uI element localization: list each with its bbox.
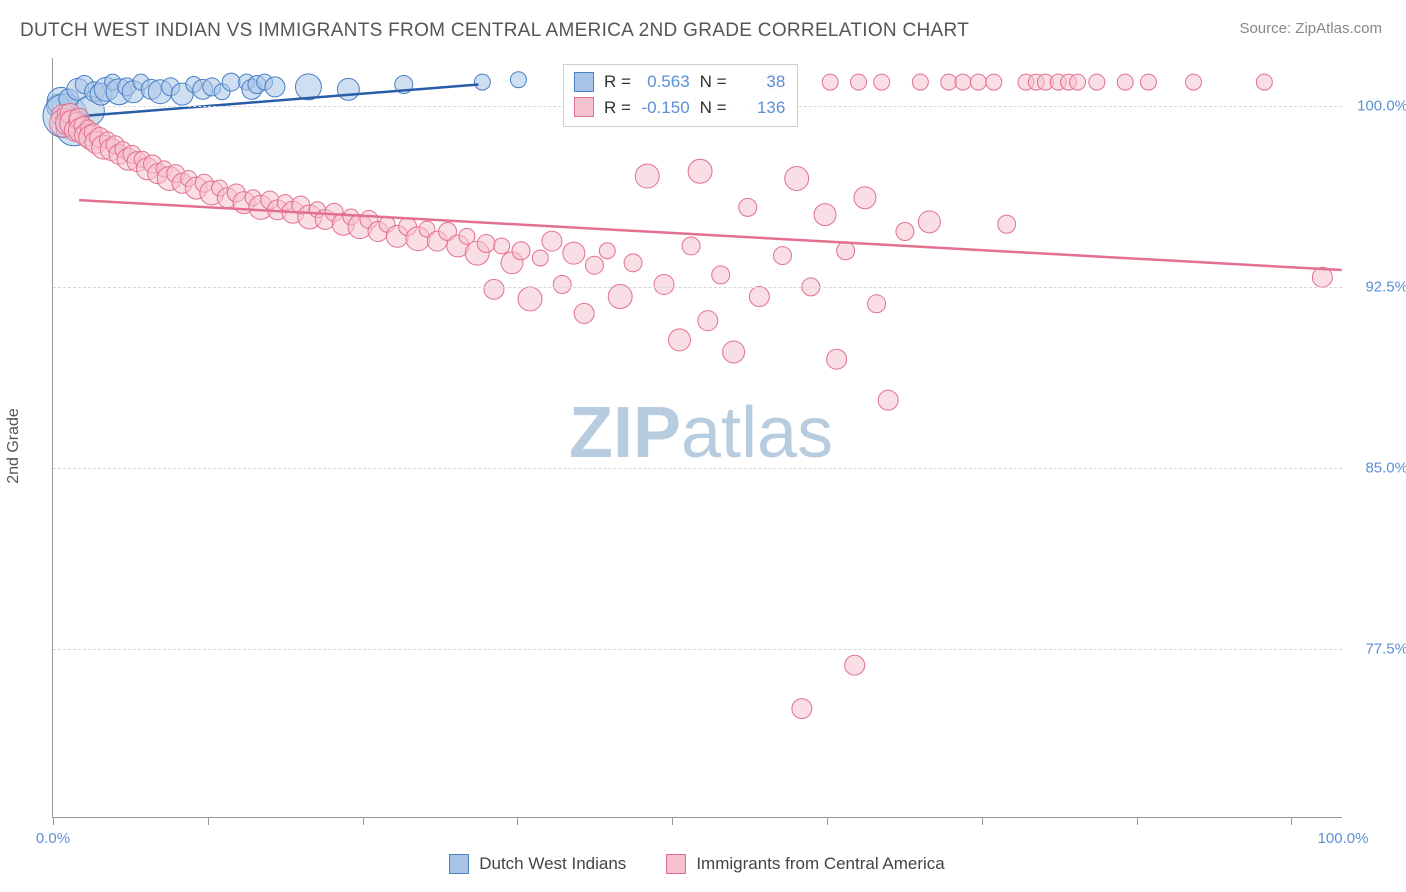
data-point xyxy=(512,242,530,260)
trend-line xyxy=(79,200,1342,270)
x-tick-label: 0.0% xyxy=(36,830,70,847)
data-point xyxy=(222,73,240,91)
data-point xyxy=(970,74,986,90)
legend-item: Immigrants from Central America xyxy=(666,854,944,874)
data-point xyxy=(785,166,809,190)
data-point xyxy=(574,303,594,323)
data-point xyxy=(774,247,792,265)
gridline xyxy=(53,287,1342,288)
data-point xyxy=(878,390,898,410)
data-point xyxy=(792,699,812,719)
data-point xyxy=(668,329,690,351)
data-point xyxy=(518,287,542,311)
data-point xyxy=(682,237,700,255)
x-tick xyxy=(1137,817,1138,825)
data-point xyxy=(1117,74,1133,90)
data-point xyxy=(542,231,562,251)
data-point xyxy=(712,266,730,284)
data-point xyxy=(484,279,504,299)
legend-n: N = 38 xyxy=(700,69,786,95)
data-point xyxy=(563,242,585,264)
data-point xyxy=(1256,74,1272,90)
data-point xyxy=(814,204,836,226)
legend-item: Dutch West Indians xyxy=(449,854,626,874)
source-label: Source: ZipAtlas.com xyxy=(1239,20,1382,37)
data-point xyxy=(851,74,867,90)
y-tick-label: 85.0% xyxy=(1365,460,1406,477)
legend-swatch xyxy=(449,854,469,874)
data-point xyxy=(553,276,571,294)
data-point xyxy=(986,74,1002,90)
data-point xyxy=(739,198,757,216)
stats-legend-row: R = 0.563 N = 38 xyxy=(574,69,785,95)
legend-r: R = 0.563 xyxy=(604,69,690,95)
data-point xyxy=(822,74,838,90)
data-point xyxy=(955,74,971,90)
data-point xyxy=(494,238,510,254)
data-point xyxy=(532,250,548,266)
x-tick xyxy=(672,817,673,825)
gridline xyxy=(53,649,1342,650)
legend-label: Dutch West Indians xyxy=(479,854,626,874)
x-tick xyxy=(208,817,209,825)
data-point xyxy=(654,275,674,295)
data-point xyxy=(635,164,659,188)
plot-area: 77.5%85.0%92.5%100.0%0.0%100.0%ZIPatlasR… xyxy=(52,58,1342,818)
legend-r: R = -0.150 xyxy=(604,95,690,121)
x-tick xyxy=(53,817,54,825)
data-point xyxy=(510,72,526,88)
y-tick-label: 100.0% xyxy=(1357,98,1406,115)
x-tick xyxy=(363,817,364,825)
data-point xyxy=(723,341,745,363)
data-point xyxy=(749,287,769,307)
data-point xyxy=(624,254,642,272)
legend-swatch xyxy=(666,854,686,874)
data-point xyxy=(599,243,615,259)
data-point xyxy=(265,77,285,97)
legend-n: N = 136 xyxy=(700,95,786,121)
data-point xyxy=(295,74,321,100)
data-point xyxy=(854,187,876,209)
data-point xyxy=(1186,74,1202,90)
x-tick-label: 100.0% xyxy=(1318,830,1369,847)
data-point xyxy=(827,349,847,369)
x-tick xyxy=(517,817,518,825)
data-point xyxy=(1070,74,1086,90)
data-point xyxy=(998,215,1016,233)
x-tick xyxy=(982,817,983,825)
x-tick xyxy=(1291,817,1292,825)
data-point xyxy=(337,78,359,100)
data-point xyxy=(474,74,490,90)
y-tick-label: 92.5% xyxy=(1365,279,1406,296)
data-point xyxy=(845,655,865,675)
data-point xyxy=(874,74,890,90)
x-tick xyxy=(827,817,828,825)
data-point xyxy=(698,311,718,331)
data-point xyxy=(918,211,940,233)
legend-label: Immigrants from Central America xyxy=(696,854,944,874)
legend-swatch xyxy=(574,97,594,117)
data-point xyxy=(1140,74,1156,90)
y-axis-label: 2nd Grade xyxy=(5,408,23,484)
y-tick-label: 77.5% xyxy=(1365,641,1406,658)
stats-legend: R = 0.563 N = 38 R = -0.150 N = 136 xyxy=(563,64,798,127)
data-point xyxy=(941,74,957,90)
data-point xyxy=(837,242,855,260)
stats-legend-row: R = -0.150 N = 136 xyxy=(574,95,785,121)
data-point xyxy=(585,256,603,274)
data-point xyxy=(912,74,928,90)
chart-title: DUTCH WEST INDIAN VS IMMIGRANTS FROM CEN… xyxy=(20,20,969,42)
gridline xyxy=(53,468,1342,469)
legend-swatch xyxy=(574,72,594,92)
data-point xyxy=(477,235,495,253)
data-point xyxy=(1089,74,1105,90)
data-point xyxy=(896,222,914,240)
bottom-legend: Dutch West Indians Immigrants from Centra… xyxy=(52,854,1342,874)
data-point xyxy=(688,159,712,183)
data-point xyxy=(868,295,886,313)
